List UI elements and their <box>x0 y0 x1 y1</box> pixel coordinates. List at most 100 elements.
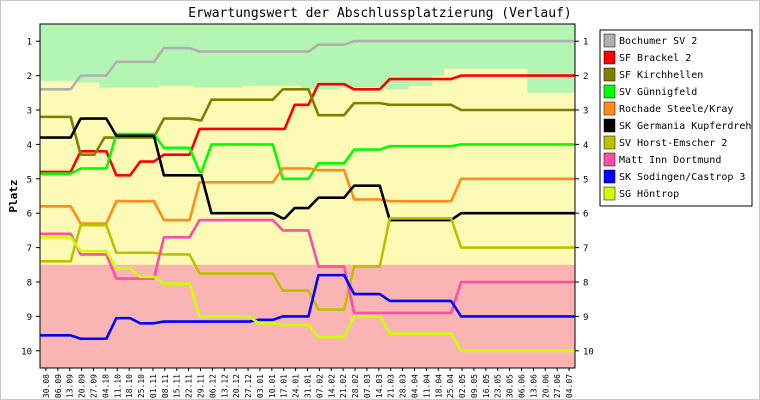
x-ticks: 30.08 06.09 13.09 20.09 27.09 04.10 11.10 18.10… <box>42 368 574 398</box>
y-tick-label-left: 3 <box>27 107 32 117</box>
y-tick-label-right: 1 <box>583 38 588 48</box>
y-tick-label-left: 9 <box>27 313 32 323</box>
series-line-7 <box>40 218 575 315</box>
x-tick-label: 01.11 <box>149 374 158 398</box>
x-tick-label: 16.05 <box>482 374 491 398</box>
legend-box <box>599 29 753 207</box>
legend-label: SV Günnigfeld <box>619 87 697 98</box>
x-tick-label: 27.09 <box>90 374 99 398</box>
x-tick-label: 13.09 <box>66 374 75 398</box>
legend-label: SK Germania Kupferdreh <box>619 121 751 132</box>
series-line-6 <box>40 217 575 311</box>
legend-label: SV Horst-Emscher 2 <box>619 138 727 149</box>
x-tick-label: 30.05 <box>506 374 515 398</box>
legend-label: SK Sodingen/Castrop 3 <box>619 172 745 183</box>
y-tick-label-right: 6 <box>583 210 588 220</box>
x-tick-label: 23.05 <box>494 374 503 398</box>
x-tick-label: 06.06 <box>518 374 527 398</box>
y-ticks-right: 1 2 3 4 5 6 7 8 9 10 <box>575 38 594 357</box>
x-tick-label: 20.12 <box>232 374 241 398</box>
x-tick-label: 18.10 <box>125 374 134 398</box>
x-tick-label: 04.04 <box>411 374 420 398</box>
x-tick-label: 07.03 <box>363 374 372 398</box>
series-line-1 <box>40 74 575 177</box>
legend-label: SF Brackel 2 <box>619 53 691 64</box>
legend-swatch <box>603 50 616 65</box>
y-tick-label-right: 4 <box>583 141 588 151</box>
series-line-4 <box>40 167 575 225</box>
x-tick-label: 11.04 <box>422 374 431 398</box>
legend: Bochumer SV 2 SF Brackel 2 SF Kirchhellen S… <box>599 29 753 207</box>
series-line-5 <box>40 117 575 222</box>
y-tick-label-left: 1 <box>27 38 32 48</box>
legend-label: Matt Inn Dortmund <box>619 155 721 166</box>
x-tick-label: 14.03 <box>375 374 384 398</box>
legend-swatch <box>603 152 616 167</box>
x-tick-label: 03.01 <box>256 374 265 398</box>
legend-label: Bochumer SV 2 <box>619 36 697 47</box>
x-tick-label: 20.06 <box>541 374 550 398</box>
y-tick-label-right: 7 <box>583 244 588 254</box>
x-tick-label: 11.10 <box>113 374 122 398</box>
series-line-3 <box>40 132 575 181</box>
y-tick-label-right: 3 <box>583 107 588 117</box>
y-tick-label-left: 10 <box>21 347 32 357</box>
x-tick-label: 28.03 <box>399 374 408 398</box>
legend-label: Rochade Steele/Kray <box>619 104 733 115</box>
series-line-8 <box>40 273 575 341</box>
x-tick-label: 04.10 <box>101 374 110 398</box>
legend-swatch <box>603 118 616 133</box>
legend-swatch <box>603 67 616 82</box>
x-tick-label: 30.08 <box>42 374 51 398</box>
y-tick-label-left: 4 <box>27 141 32 151</box>
legend-swatch <box>603 135 616 150</box>
x-tick-label: 09.05 <box>470 374 479 398</box>
legend-label: SF Kirchhellen <box>619 70 703 81</box>
legend-swatch <box>603 169 616 184</box>
x-tick-label: 06.12 <box>208 374 217 398</box>
y-tick-label-right: 5 <box>583 175 588 185</box>
x-tick-label: 06.09 <box>54 374 63 398</box>
legend-swatch <box>603 186 616 201</box>
legend-label: SG Höntrop <box>619 189 679 200</box>
x-tick-label: 21.03 <box>387 374 396 398</box>
series-line-2 <box>40 88 575 157</box>
y-tick-label-left: 6 <box>27 210 32 220</box>
x-tick-label: 29.11 <box>197 374 206 398</box>
x-tick-label: 27.06 <box>553 374 562 398</box>
x-tick-label: 28.02 <box>351 374 360 398</box>
series-lines <box>40 39 575 353</box>
x-tick-label: 17.01 <box>280 374 289 398</box>
x-tick-label: 25.10 <box>137 374 146 398</box>
x-tick-label: 04.07 <box>565 374 574 398</box>
legend-swatch <box>603 33 616 48</box>
series-line-9 <box>40 235 575 353</box>
y-tick-label-left: 7 <box>27 244 32 254</box>
y-tick-label-right: 2 <box>583 72 588 82</box>
y-tick-label-right: 9 <box>583 313 588 323</box>
x-tick-label: 24.01 <box>292 374 301 398</box>
x-tick-label: 22.11 <box>185 374 194 398</box>
x-tick-label: 18.04 <box>434 374 443 398</box>
x-tick-label: 08.11 <box>161 374 170 398</box>
y-tick-label-right: 10 <box>583 347 594 357</box>
y-tick-label-left: 8 <box>27 279 32 289</box>
y-tick-label-left: 2 <box>27 72 32 82</box>
chart-title: Erwartungswert der Abschlussplatzierung … <box>188 6 572 21</box>
x-tick-label: 07.02 <box>315 374 324 398</box>
y-tick-label-left: 5 <box>27 175 32 185</box>
x-tick-label: 31.01 <box>304 374 313 398</box>
x-tick-label: 13.12 <box>220 374 229 398</box>
x-tick-label: 10.01 <box>268 374 277 398</box>
x-tick-label: 14.02 <box>327 374 336 398</box>
y-tick-label-right: 8 <box>583 279 588 289</box>
legend-swatch <box>603 101 616 116</box>
x-tick-label: 21.02 <box>339 374 348 398</box>
legend-swatch <box>603 84 616 99</box>
x-tick-label: 20.09 <box>78 374 87 398</box>
y-axis-label: Platz <box>7 179 20 212</box>
x-tick-label: 25.04 <box>446 374 455 398</box>
series-line-0 <box>40 39 575 91</box>
y-ticks-left: 1 2 3 4 5 6 7 8 9 10 <box>21 38 40 357</box>
